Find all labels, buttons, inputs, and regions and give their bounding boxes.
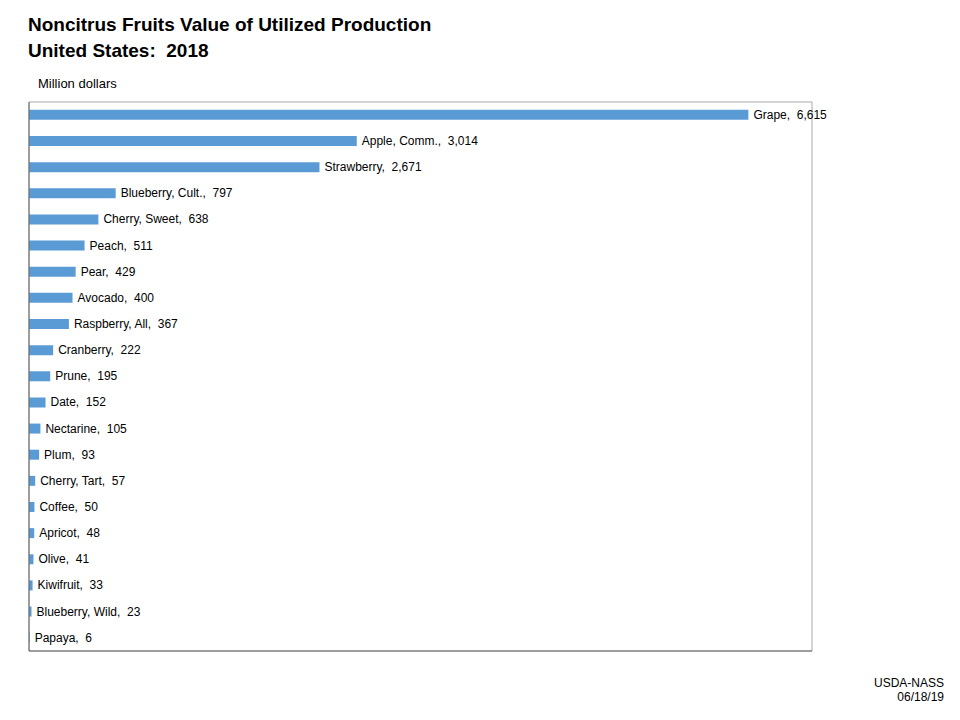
svg-text:Plum, 93: Plum, 93 [44,448,95,462]
svg-text:Avocado, 400: Avocado, 400 [78,291,155,305]
svg-text:Coffee, 50: Coffee, 50 [39,500,98,514]
svg-text:Peach, 511: Peach, 511 [90,239,153,253]
svg-text:Pear, 429: Pear, 429 [81,265,136,279]
svg-text:Raspberry, All, 367: Raspberry, All, 367 [74,317,178,331]
html-text:Noncitrus Fruits Value of Util: Noncitrus Fruits Value of Utilized Produ… [28,14,432,35]
svg-text:Nectarine, 105: Nectarine, 105 [45,422,127,436]
svg-text:Apple, Comm., 3,014: Apple, Comm., 3,014 [362,134,478,148]
svg-text:Olive, 41: Olive, 41 [38,552,89,566]
svg-text:Cherry, Tart, 57: Cherry, Tart, 57 [40,474,125,488]
svg-text:Papaya, 6: Papaya, 6 [35,631,93,645]
html-text:USDA-NASS 06/18/19: USDA-NASS 06/18/19 [874,676,944,704]
svg-text:Prune, 195: Prune, 195 [55,369,117,383]
svg-text:Cherry, Sweet, 638: Cherry, Sweet, 638 [103,212,208,226]
svg-text:Blueberry, Wild, 23: Blueberry, Wild, 23 [37,605,141,619]
svg-text:Strawberry, 2,671: Strawberry, 2,671 [324,160,421,174]
svg-text:Date, 152: Date, 152 [51,395,107,409]
svg-text:Apricot, 48: Apricot, 48 [39,526,100,540]
html-text:United States: 2018: United States: 2018 [28,40,209,61]
svg-text:Blueberry, Cult., 797: Blueberry, Cult., 797 [121,186,233,200]
svg-text:Grape, 6,615: Grape, 6,615 [753,108,827,122]
html-text:Million dollars: Million dollars [38,76,117,91]
svg-text:Cranberry, 222: Cranberry, 222 [58,343,141,357]
svg-text:Kiwifruit, 33: Kiwifruit, 33 [38,578,104,592]
